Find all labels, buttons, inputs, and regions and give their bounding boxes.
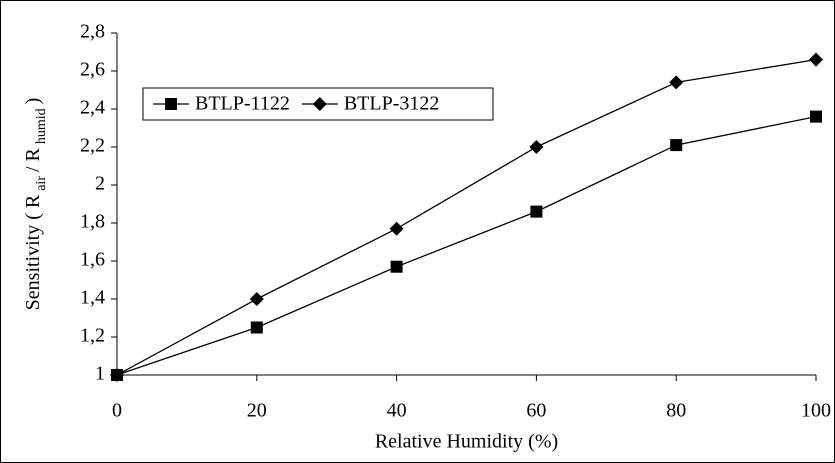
y-tick-label: 1	[95, 363, 105, 385]
legend-marker	[165, 98, 177, 110]
y-tick-label: 1,2	[80, 325, 105, 347]
marker	[529, 140, 544, 154]
marker	[670, 139, 683, 152]
x-tick-label: 20	[247, 400, 267, 422]
y-tick-label: 2,2	[80, 135, 105, 157]
y-tick-label: 2,8	[80, 21, 105, 43]
y-tick-label: 1,8	[80, 211, 105, 233]
y-axis-label-part: )	[22, 98, 44, 105]
legend-label: BTLP-1122	[195, 93, 290, 115]
y-tick-label: 2	[95, 173, 105, 195]
y-tick-label: 1,6	[80, 249, 105, 271]
y-axis-label-part: humid	[34, 108, 49, 144]
y-tick-label: 2,6	[80, 59, 105, 81]
marker	[810, 110, 822, 123]
x-tick-label: 0	[112, 400, 122, 422]
y-axis-label: Sensitivity ( R air / R humid)	[22, 98, 49, 311]
x-axis-label: Relative Humidity (%)	[375, 431, 558, 453]
x-tick-label: 80	[666, 400, 686, 422]
x-tick-label: 60	[526, 400, 546, 422]
legend-label: BTLP-3122	[344, 93, 440, 115]
marker	[110, 368, 124, 382]
x-tick-label: 40	[387, 400, 407, 422]
y-tick-label: 2,4	[80, 97, 105, 119]
legend-marker	[312, 97, 327, 111]
marker	[389, 221, 404, 236]
y-axis-label-part: / R	[22, 147, 44, 172]
x-tick-label: 100	[801, 400, 831, 422]
marker	[669, 75, 684, 90]
marker	[249, 292, 264, 306]
series-line	[116, 58, 817, 376]
marker	[250, 321, 263, 334]
y-axis-label-part: air	[34, 176, 49, 191]
marker	[809, 52, 823, 67]
y-axis-label-part: Sensitivity ( R	[22, 194, 44, 310]
series-line	[116, 115, 817, 376]
y-tick-label: 1,4	[80, 287, 105, 309]
marker	[390, 260, 403, 273]
marker	[530, 205, 543, 218]
